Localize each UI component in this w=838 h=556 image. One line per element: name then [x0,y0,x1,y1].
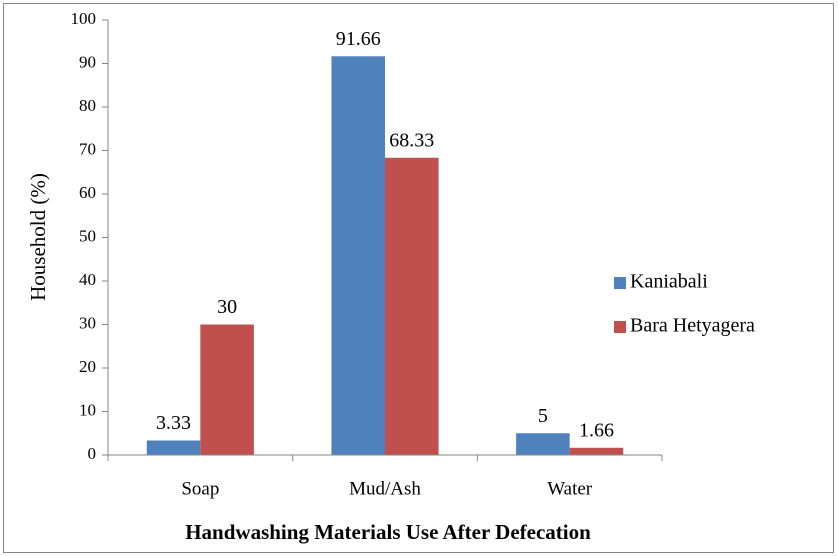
data-label: 91.66 [336,28,381,50]
legend-label: Bara Hetyagera [630,315,755,337]
bar [516,433,570,455]
data-label: 1.66 [579,419,614,441]
y-tick-label: 70 [79,139,96,158]
bar [569,447,624,455]
y-tick-label: 30 [79,313,96,332]
x-tick-label: Mud/Ash [349,478,421,499]
y-tick-label: 0 [88,444,97,463]
y-tick-label: 50 [79,226,96,245]
y-axis-title: Household (%) [26,173,50,301]
y-tick-label: 60 [79,183,96,202]
x-axis-title: Handwashing Materials Use After Defecati… [185,520,591,544]
bar [146,440,201,455]
y-tick-label: 40 [79,270,96,289]
legend-swatch [614,321,626,333]
data-label: 3.33 [156,412,191,434]
legend-label: Kaniabali [630,271,708,293]
data-label: 68.33 [389,129,434,151]
y-tick-label: 10 [79,400,96,419]
y-tick-label: 80 [79,96,96,115]
data-label: 5 [538,405,548,427]
x-tick-label: Soap [181,478,219,499]
legend-swatch [614,277,626,289]
bar [331,56,385,456]
y-tick-label: 100 [71,9,97,28]
bar [200,324,254,455]
y-tick-label: 20 [79,357,96,376]
x-tick-label: Water [547,478,593,499]
y-tick-label: 90 [79,52,96,71]
bar [385,157,439,455]
data-label: 30 [217,296,237,318]
